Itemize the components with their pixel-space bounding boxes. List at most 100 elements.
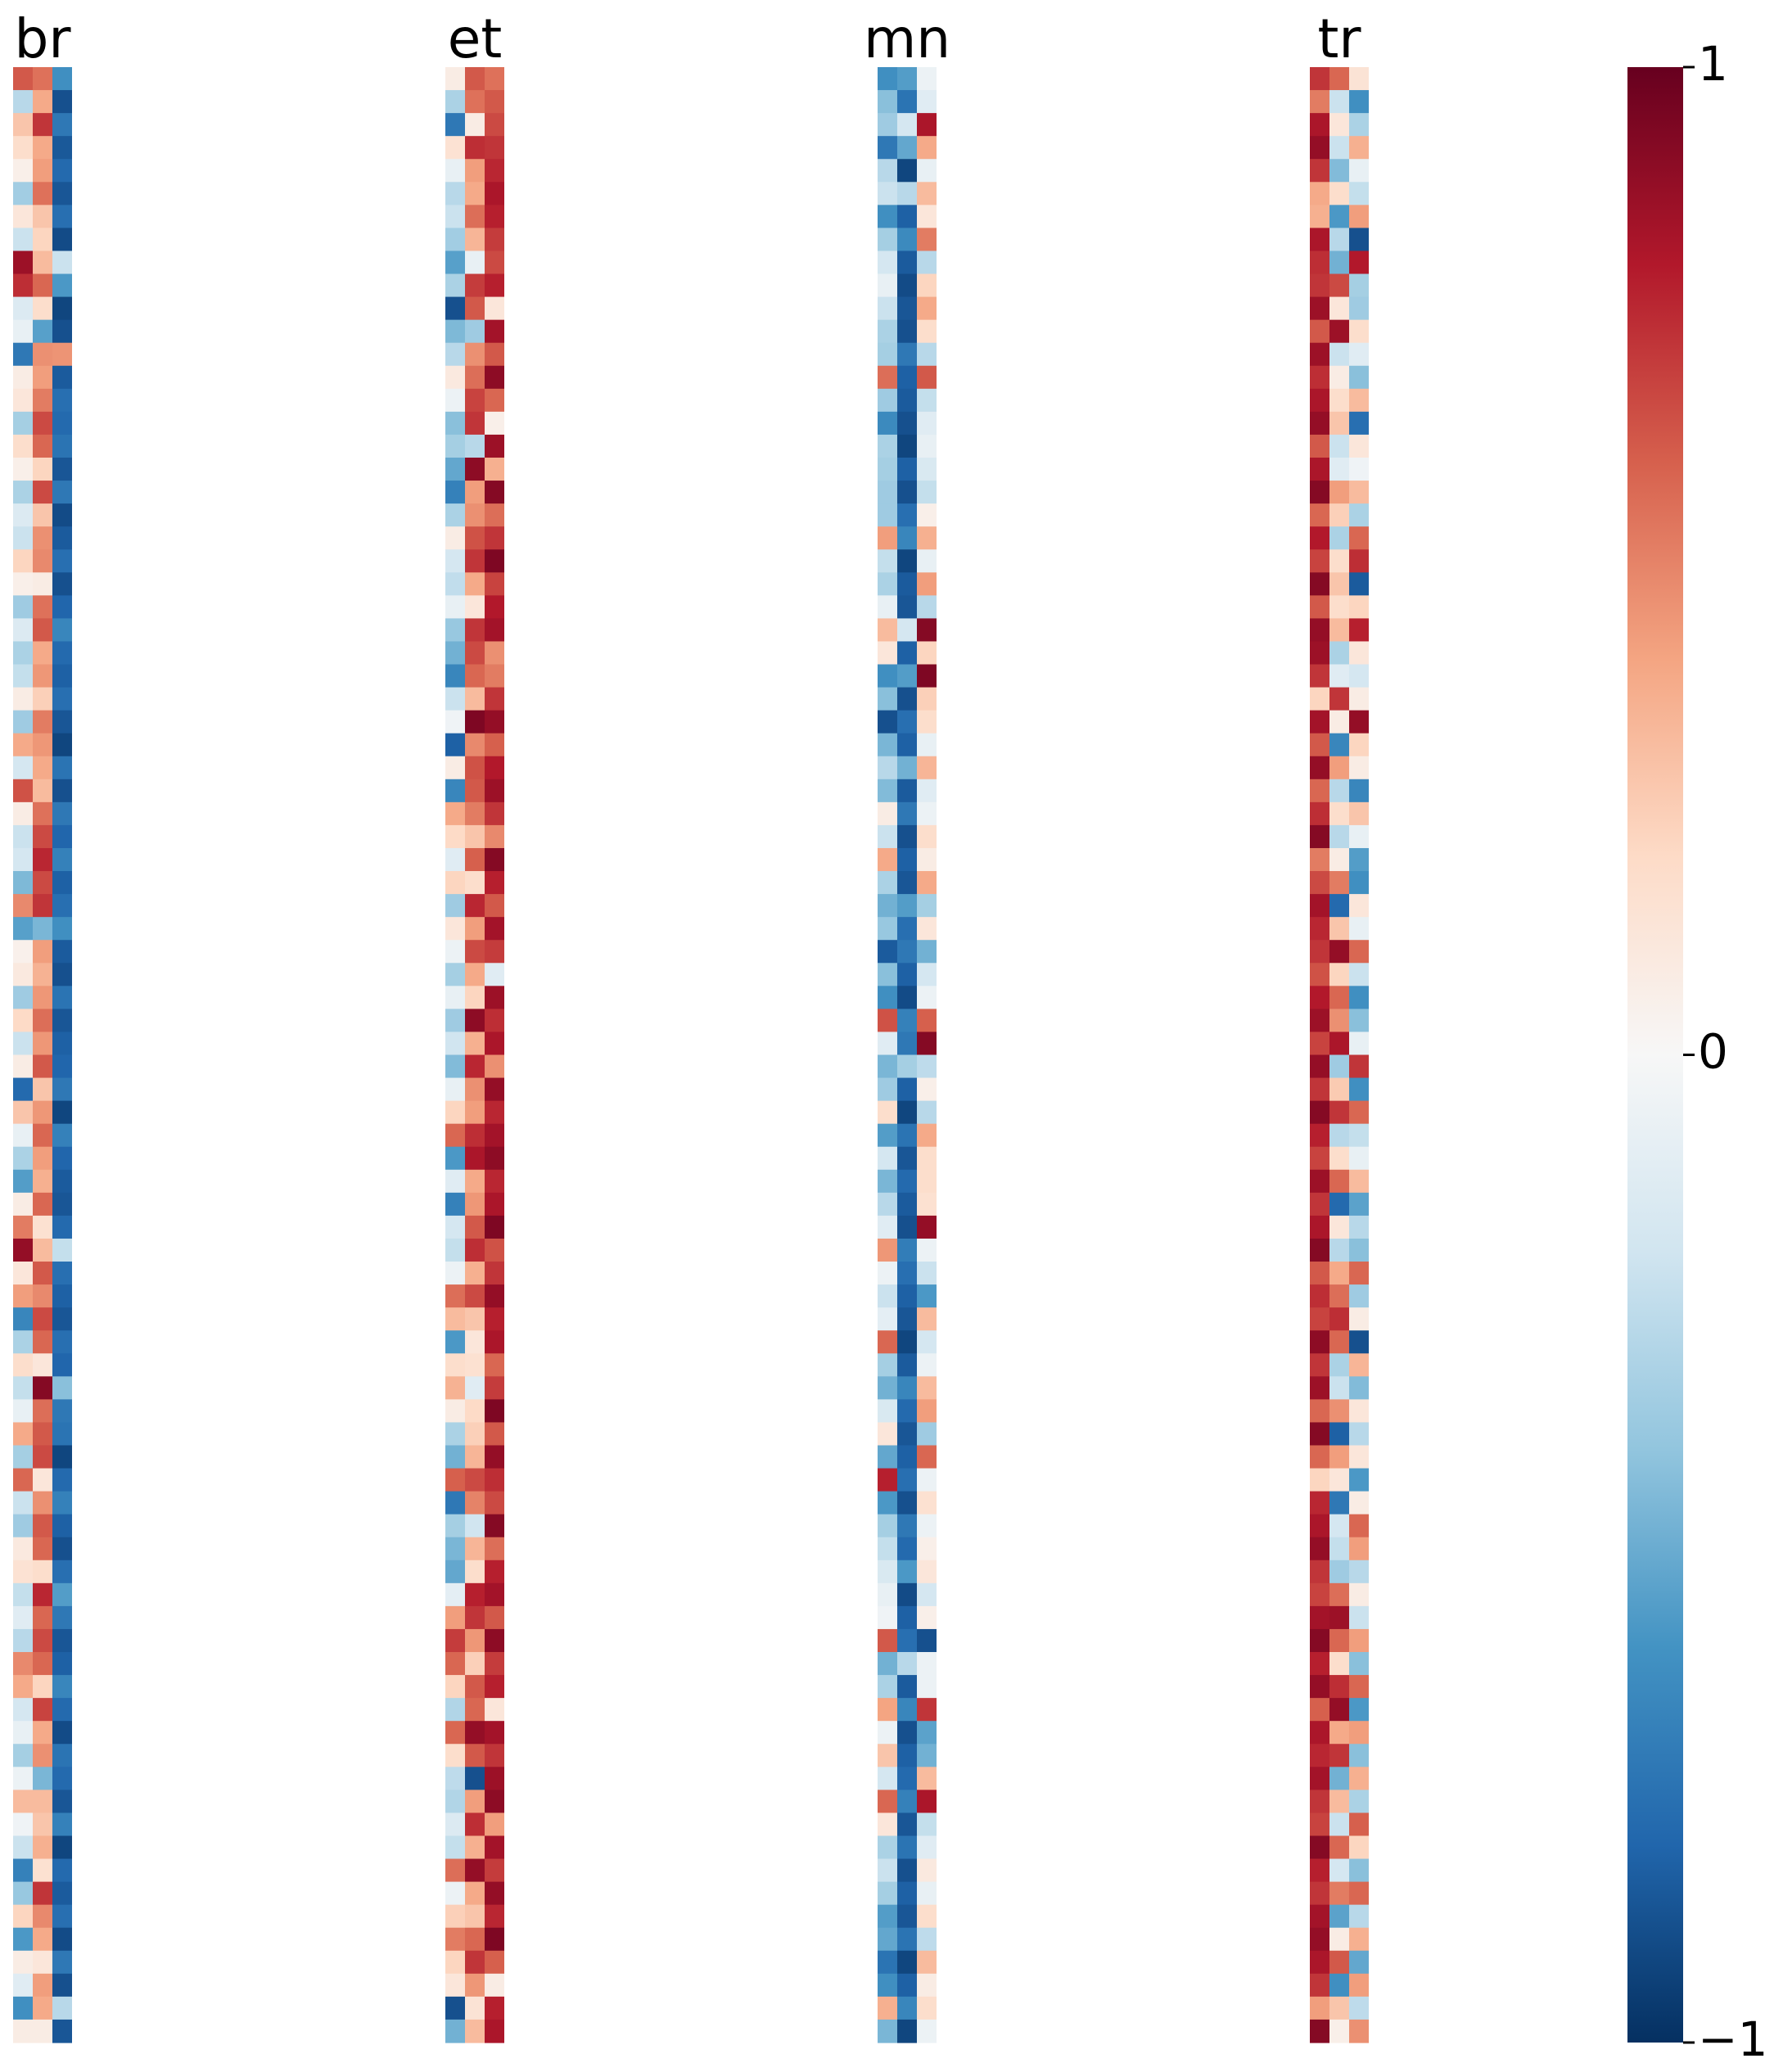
heatmap-cell	[897, 618, 917, 643]
heatmap-cell	[52, 1100, 72, 1125]
heatmap-cell	[465, 1582, 485, 1607]
heatmap-cell	[1329, 710, 1349, 734]
heatmap-cell	[878, 963, 897, 986]
heatmap-cell	[485, 1054, 504, 1079]
heatmap-cell	[1349, 1468, 1369, 1492]
heatmap-cell	[52, 940, 72, 964]
heatmap-cell	[445, 1881, 465, 1906]
heatmap-cell	[465, 1330, 485, 1354]
heatmap-cell	[465, 1858, 485, 1883]
heatmap-cell	[445, 1376, 465, 1400]
heatmap-cell	[465, 1514, 485, 1538]
heatmap-cell	[1349, 1123, 1369, 1148]
heatmap-cell	[1329, 1652, 1349, 1676]
heatmap-cell	[13, 641, 33, 666]
heatmap-cell	[878, 595, 897, 619]
heatmap-cell	[917, 113, 937, 137]
heatmap-cell	[485, 1123, 504, 1148]
heatmap-cell	[917, 1009, 937, 1033]
heatmap-cell	[465, 1973, 485, 1998]
heatmap-cell	[52, 641, 72, 666]
heatmap-cell	[1349, 342, 1369, 367]
heatmap-cell	[33, 549, 52, 573]
heatmap-cell	[13, 296, 33, 321]
heatmap-cell	[485, 1973, 504, 1998]
heatmap-cell	[1310, 159, 1329, 183]
heatmap-cell	[13, 273, 33, 298]
heatmap-cell	[917, 1904, 937, 1929]
heatmap-cell	[1329, 756, 1349, 780]
heatmap-cell	[33, 503, 52, 527]
heatmap-cell	[1349, 205, 1369, 229]
heatmap-cell	[485, 319, 504, 344]
heatmap-cell	[917, 756, 937, 780]
heatmap-cell	[13, 228, 33, 252]
heatmap-cell	[1329, 1330, 1349, 1354]
heatmap-cell	[13, 1399, 33, 1424]
heatmap-cell	[485, 1537, 504, 1561]
heatmap-cell	[13, 1744, 33, 1767]
heatmap-cell	[917, 1307, 937, 1331]
heatmap-cell	[33, 940, 52, 964]
heatmap-cell	[52, 1353, 72, 1377]
heatmap-cell	[1349, 67, 1369, 91]
heatmap-cell	[13, 1514, 33, 1538]
heatmap-cell	[52, 1077, 72, 1102]
heatmap-cell	[445, 1215, 465, 1239]
heatmap-cell	[445, 894, 465, 918]
heatmap-cell	[897, 1215, 917, 1239]
heatmap-cell	[465, 296, 485, 321]
heatmap-cell	[13, 1192, 33, 1217]
heatmap-cell	[465, 1284, 485, 1308]
heatmap-cell	[465, 847, 485, 872]
heatmap-cell	[13, 756, 33, 780]
heatmap-cell	[33, 1652, 52, 1676]
heatmap-cell	[878, 296, 897, 321]
heatmap-cell	[445, 801, 465, 826]
heatmap-cell	[52, 549, 72, 573]
heatmap-cell	[1310, 90, 1329, 114]
heatmap-cell	[33, 1721, 52, 1745]
heatmap-cell	[33, 1100, 52, 1125]
heatmap-cell	[465, 618, 485, 643]
heatmap-cell	[33, 319, 52, 344]
heatmap-cell	[485, 641, 504, 666]
heatmap-cell	[465, 595, 485, 619]
heatmap-cell	[1349, 1881, 1369, 1906]
heatmap-cell	[878, 67, 897, 91]
heatmap-cell	[52, 251, 72, 275]
heatmap-cell	[52, 1927, 72, 1952]
heatmap-cell	[445, 1973, 465, 1998]
heatmap-cell	[13, 503, 33, 527]
heatmap-cell	[465, 1721, 485, 1745]
heatmap-cell	[1310, 1514, 1329, 1538]
heatmap-cell	[1329, 481, 1349, 504]
heatmap-cell	[465, 824, 485, 849]
heatmap-cell	[33, 1169, 52, 1194]
heatmap-cell	[33, 710, 52, 734]
heatmap-cell	[445, 526, 465, 550]
heatmap-cell	[33, 664, 52, 688]
heatmap-cell	[1349, 1330, 1369, 1354]
heatmap-cell	[917, 733, 937, 757]
heatmap-cell	[1310, 136, 1329, 160]
heatmap-cell	[33, 1744, 52, 1767]
heatmap-cell	[13, 1698, 33, 1722]
heatmap-cell	[13, 1790, 33, 1814]
heatmap-cell	[445, 182, 465, 205]
heatmap-cell	[1329, 779, 1349, 803]
heatmap-cell	[917, 549, 937, 573]
heatmap-cell	[1349, 801, 1369, 826]
heatmap-cell	[897, 1652, 917, 1676]
heatmap-cell	[445, 1560, 465, 1584]
heatmap-cell	[1349, 1422, 1369, 1447]
heatmap-cell	[897, 1146, 917, 1171]
heatmap-cell	[445, 963, 465, 986]
heatmap-cell	[1310, 273, 1329, 298]
heatmap-cell	[13, 801, 33, 826]
heatmap-cell	[52, 1973, 72, 1998]
heatmap-cell	[1310, 1100, 1329, 1125]
heatmap-cell	[33, 1146, 52, 1171]
heatmap-cell	[52, 779, 72, 803]
heatmap-cell	[878, 1123, 897, 1148]
